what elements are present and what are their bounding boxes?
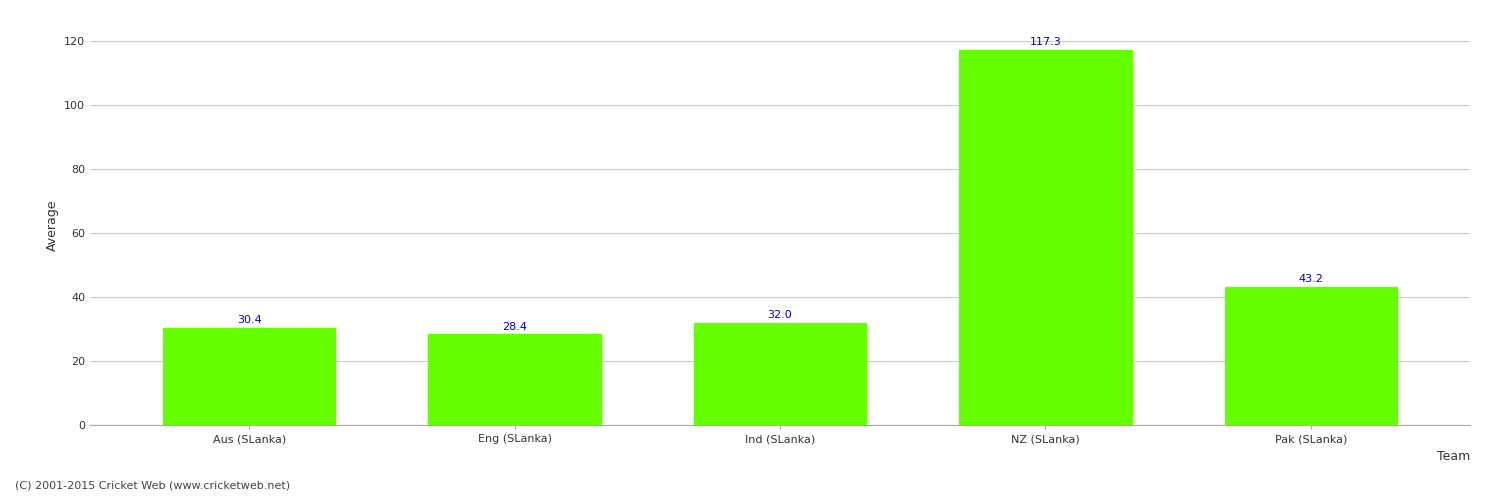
Text: (C) 2001-2015 Cricket Web (www.cricketweb.net): (C) 2001-2015 Cricket Web (www.cricketwe… <box>15 480 290 490</box>
Bar <box>958 50 1131 425</box>
Text: 32.0: 32.0 <box>768 310 792 320</box>
Bar <box>164 328 336 425</box>
Bar <box>694 322 867 425</box>
Bar <box>1224 287 1397 425</box>
Text: 30.4: 30.4 <box>237 315 261 325</box>
Text: 117.3: 117.3 <box>1029 37 1062 47</box>
Bar <box>429 334 602 425</box>
Y-axis label: Average: Average <box>45 199 58 251</box>
Text: 28.4: 28.4 <box>503 322 526 332</box>
Text: 43.2: 43.2 <box>1299 274 1323 284</box>
X-axis label: Team: Team <box>1437 450 1470 462</box>
